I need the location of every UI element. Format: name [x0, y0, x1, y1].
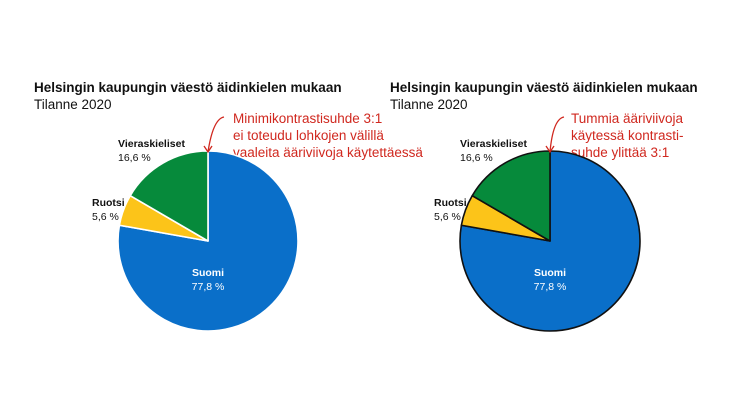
annotation-line: suhde ylittää 3:1: [571, 145, 670, 160]
chart-subtitle: Tilanne 2020: [390, 97, 468, 112]
slice-label-ruotsi: Ruotsi 5,6 %: [434, 197, 467, 223]
pie-slice-vieraskieliset: [471, 150, 551, 242]
chart-title: Helsingin kaupungin väestö äidinkielen m…: [390, 80, 698, 95]
annotation-arrow: [207, 116, 225, 153]
slice-label-ruotsi: Ruotsi 5,6 %: [92, 197, 125, 223]
slice-value: 16,6 %: [118, 152, 151, 164]
pie-chart: Suomi 77,8 % Ruotsi 5,6 % Vieraskieliset 16,6…: [434, 116, 641, 332]
annotation: Tummia ääriviivoja käytessä kontrasti- s…: [571, 110, 684, 161]
slice-name: Ruotsi: [434, 197, 467, 209]
pie-chart: Suomi 77,8 % Ruotsi 5,6 % Vieraskieliset 16,6…: [92, 116, 299, 332]
chart-title: Helsingin kaupungin väestö äidinkielen m…: [34, 80, 342, 95]
chart-panel-right: Helsingin kaupungin väestö äidinkielen m…: [354, 0, 721, 413]
annotation-line: ei toteudu lohkojen välillä: [233, 128, 384, 143]
slice-name: Vieraskieliset: [118, 138, 185, 150]
annotation-line: käytessä kontrasti-: [571, 128, 684, 143]
slice-value: 16,6 %: [460, 152, 493, 164]
slice-name: Suomi: [534, 267, 566, 279]
slice-value: 5,6 %: [92, 211, 119, 223]
annotation-line: vaaleita ääriviivoja käytettäessä: [233, 145, 423, 160]
slice-name: Ruotsi: [92, 197, 125, 209]
chart-panel-left: Helsingin kaupungin väestö äidinkielen m…: [0, 0, 423, 413]
slice-label-vieraskieliset: Vieraskieliset 16,6 %: [118, 138, 185, 164]
slice-value: 77,8 %: [534, 281, 567, 293]
annotation-arrowhead: [545, 145, 555, 154]
slice-name: Vieraskieliset: [460, 138, 527, 150]
annotation-line: Minimikontrastisuhde 3:1: [233, 111, 383, 126]
slice-label-suomi: Suomi 77,8 %: [192, 267, 225, 293]
annotation-arrow: [549, 116, 565, 153]
slice-value: 77,8 %: [192, 281, 225, 293]
slice-label-suomi: Suomi 77,8 %: [534, 267, 567, 293]
chart-subtitle: Tilanne 2020: [34, 97, 112, 112]
annotation: Minimikontrastisuhde 3:1 ei toteudu lohk…: [233, 110, 423, 161]
annotation-arrowhead: [203, 145, 213, 154]
slice-label-vieraskieliset: Vieraskieliset 16,6 %: [460, 138, 527, 164]
pie-slice-vieraskieliset: [129, 150, 209, 242]
slice-value: 5,6 %: [434, 211, 461, 223]
annotation-line: Tummia ääriviivoja: [571, 111, 684, 126]
slice-name: Suomi: [192, 267, 224, 279]
